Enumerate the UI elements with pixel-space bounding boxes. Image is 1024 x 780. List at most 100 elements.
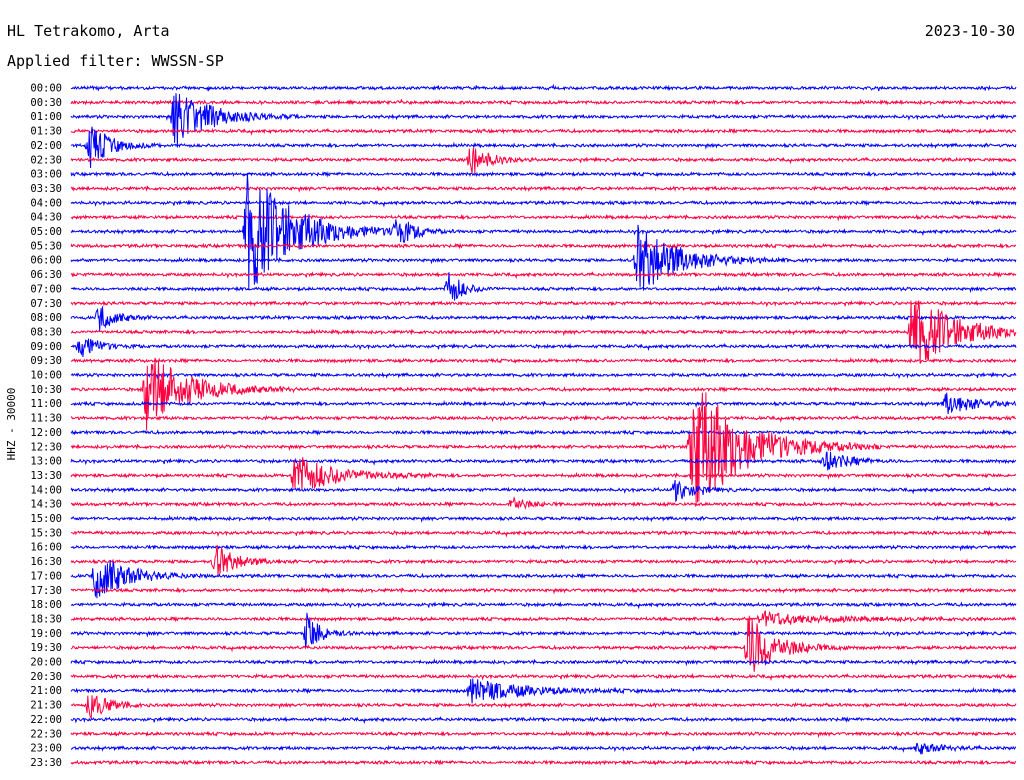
time-tick-label: 05:30 — [30, 240, 62, 252]
time-tick-label: 12:30 — [30, 441, 62, 453]
trace-2030 — [70, 673, 1017, 682]
time-tick-label: 17:00 — [30, 570, 62, 582]
trace-2100 — [70, 678, 1017, 704]
trace-1830 — [70, 610, 1017, 627]
time-tick-label: 08:00 — [30, 312, 62, 324]
trace-0700 — [70, 272, 1017, 301]
trace-0900 — [70, 338, 1017, 358]
trace-rows — [70, 83, 1017, 766]
time-tick-label: 14:00 — [30, 484, 62, 496]
trace-0200 — [70, 126, 1017, 169]
filter-label: Applied filter: WWSSN-SP — [7, 52, 224, 70]
time-tick-label: 05:00 — [30, 226, 62, 238]
trace-0600 — [70, 224, 1017, 291]
time-tick-label: 20:30 — [30, 671, 62, 683]
time-tick-label: 07:30 — [30, 298, 62, 310]
time-tick-label: 19:30 — [30, 642, 62, 654]
time-tick-label: 02:30 — [30, 154, 62, 166]
time-tick-label: 22:30 — [30, 728, 62, 740]
time-tick-label: 15:30 — [30, 527, 62, 539]
time-tick-label: 03:00 — [30, 169, 62, 181]
trace-1530 — [71, 529, 1017, 538]
trace-2330 — [70, 759, 1017, 766]
time-tick-label: 03:30 — [30, 183, 62, 195]
time-tick-label: 21:00 — [30, 685, 62, 697]
time-tick-label: 10:30 — [30, 384, 62, 396]
trace-2130 — [70, 695, 1017, 719]
date-label: 2023-10-30 — [925, 22, 1015, 40]
time-tick-label: 01:00 — [30, 111, 62, 123]
time-tick-label: 01:30 — [30, 126, 62, 138]
time-tick-label: 04:30 — [30, 212, 62, 224]
trace-0630 — [70, 271, 1017, 280]
trace-0230 — [70, 147, 1017, 174]
trace-0330 — [70, 185, 1017, 193]
trace-1100 — [70, 392, 1017, 415]
time-tick-label: 21:30 — [30, 700, 62, 712]
trace-0030 — [70, 98, 1017, 106]
trace-1230 — [70, 392, 1017, 503]
time-tick-label: 22:00 — [30, 714, 62, 726]
trace-0530 — [70, 242, 1017, 250]
trace-1730 — [70, 586, 1017, 595]
time-tick-labels: 00:00 00:30 01:00 01:30 02:00 02:30 03:00 03:30… — [30, 83, 62, 769]
time-tick-label: 17:30 — [30, 585, 62, 597]
trace-0300 — [70, 170, 1017, 178]
time-tick-label: 00:00 — [30, 83, 62, 95]
trace-2000 — [70, 658, 1017, 667]
trace-1600 — [70, 543, 1017, 552]
trace-0000 — [70, 83, 1017, 92]
time-tick-label: 00:30 — [30, 97, 62, 109]
trace-1300 — [70, 451, 1017, 471]
time-tick-label: 10:00 — [30, 370, 62, 382]
time-tick-label: 09:00 — [30, 341, 62, 353]
time-tick-label: 18:00 — [30, 599, 62, 611]
trace-0830 — [70, 300, 1017, 364]
trace-1330 — [70, 457, 1017, 491]
trace-1400 — [70, 479, 1017, 503]
time-tick-label: 16:00 — [30, 542, 62, 554]
time-tick-label: 20:00 — [30, 657, 62, 669]
trace-1030 — [70, 357, 1017, 431]
time-tick-label: 04:00 — [30, 197, 62, 209]
time-tick-label: 06:30 — [30, 269, 62, 281]
time-tick-label: 14:30 — [30, 499, 62, 511]
trace-1200 — [70, 428, 1017, 436]
trace-0430 — [70, 213, 1017, 222]
trace-1900 — [70, 612, 1017, 648]
trace-0800 — [70, 306, 1017, 332]
time-tick-label: 08:30 — [30, 326, 62, 338]
trace-1630 — [70, 545, 1017, 576]
time-tick-label: 13:00 — [30, 456, 62, 468]
trace-1800 — [70, 601, 1017, 610]
trace-2200 — [70, 716, 1017, 725]
time-tick-label: 11:00 — [30, 398, 62, 410]
time-tick-label: 02:00 — [30, 140, 62, 152]
trace-1500 — [70, 514, 1017, 523]
trace-0400 — [70, 199, 1017, 208]
trace-1000 — [70, 371, 1017, 380]
trace-1430 — [71, 495, 1017, 510]
station-title: HL Tetrakomo, Arta — [7, 22, 170, 40]
time-tick-label: 18:30 — [30, 613, 62, 625]
trace-0100 — [70, 93, 1017, 148]
time-tick-label: 19:00 — [30, 628, 62, 640]
trace-2300 — [70, 743, 1017, 755]
time-tick-label: 16:30 — [30, 556, 62, 568]
time-tick-label: 13:30 — [30, 470, 62, 482]
time-tick-label: 06:00 — [30, 255, 62, 267]
time-tick-label: 15:00 — [30, 513, 62, 525]
time-tick-label: 11:30 — [30, 413, 62, 425]
trace-1130 — [70, 414, 1017, 423]
trace-0730 — [70, 299, 1017, 308]
trace-0130 — [70, 127, 1017, 136]
time-tick-label: 23:00 — [30, 743, 62, 755]
time-tick-label: 09:30 — [30, 355, 62, 367]
trace-2230 — [70, 730, 1016, 739]
trace-0930 — [70, 356, 1017, 365]
trace-1930 — [70, 615, 1017, 672]
y-axis-label: HHZ - 30000 — [5, 388, 18, 461]
time-tick-label: 07:00 — [30, 283, 62, 295]
time-tick-label: 12:00 — [30, 427, 62, 439]
